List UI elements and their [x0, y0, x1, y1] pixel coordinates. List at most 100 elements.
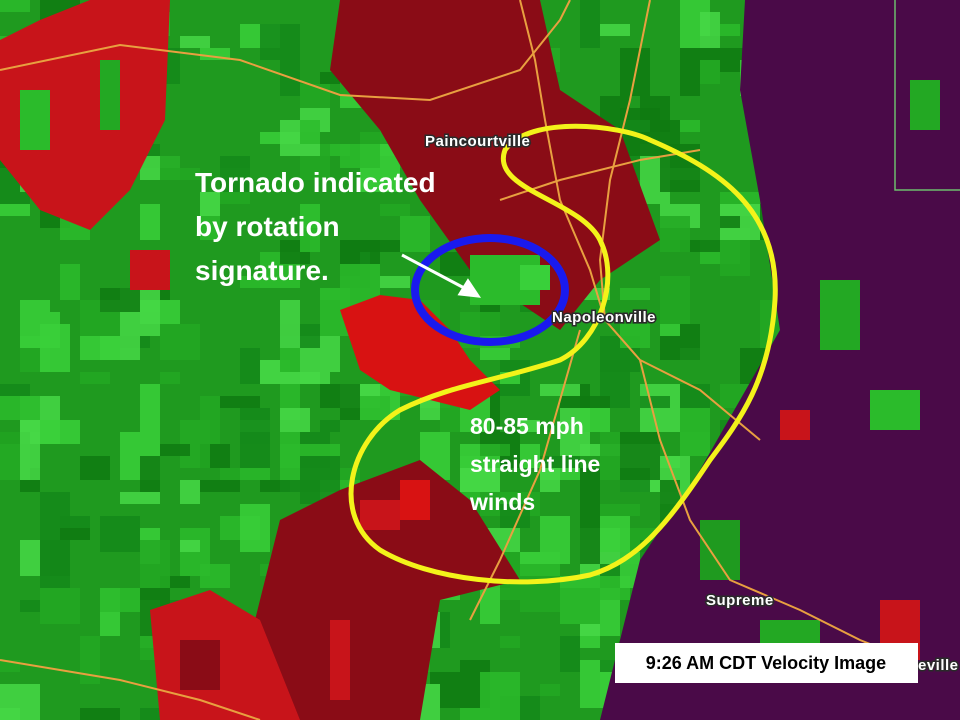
- radar-cell: [680, 120, 700, 132]
- radar-cell: [280, 480, 320, 492]
- radar-cell: [320, 384, 360, 408]
- radar-cell: [280, 372, 320, 384]
- rotation-circle: [411, 234, 569, 346]
- inbound-region: [330, 0, 660, 330]
- radar-cell: [700, 60, 720, 84]
- radar-cell: [580, 624, 600, 636]
- radar-cell: [20, 432, 40, 480]
- boundary: [894, 0, 960, 191]
- radar-cell: [80, 372, 110, 384]
- radar-cell: [140, 540, 170, 588]
- caption: 9:26 AM CDT Velocity Image: [646, 653, 886, 673]
- radar-cell: [500, 636, 520, 648]
- radar-cell: [160, 444, 190, 456]
- place-label: Napoleonville: [552, 309, 656, 326]
- road: [519, 0, 761, 441]
- radar-cell: [870, 390, 920, 430]
- radar-cell: [280, 408, 310, 432]
- radar-cell: [520, 444, 540, 468]
- radar-cell: [540, 456, 580, 468]
- radar-cell: [300, 120, 320, 144]
- radar-cell: [20, 300, 50, 312]
- place-label: Paincourtville: [425, 133, 530, 150]
- radar-cell: [160, 372, 180, 384]
- radar-cell: [180, 36, 210, 48]
- inbound-region: [340, 295, 500, 410]
- radar-cell: [720, 216, 740, 228]
- radar-cell: [300, 84, 330, 108]
- radar-cell: [140, 456, 160, 492]
- inbound-region: [210, 460, 520, 720]
- radar-cell: [480, 444, 510, 456]
- road: [0, 0, 571, 102]
- road: [639, 359, 911, 661]
- annotation: 80-85 mph: [470, 413, 584, 439]
- radar-cell: [620, 120, 650, 132]
- radar-cell: [140, 384, 160, 432]
- annotation: by rotation: [195, 211, 340, 242]
- radar-cell: [80, 636, 100, 684]
- radar-cell: [0, 384, 30, 396]
- radar-cell: [180, 480, 200, 504]
- radar-cell: [660, 324, 680, 336]
- radar-cell: [580, 516, 600, 564]
- radar-cell: [780, 410, 810, 440]
- radar-cell: [40, 588, 80, 624]
- radar-cell: [200, 564, 230, 588]
- radar-cell: [820, 280, 860, 350]
- radar-cell: [240, 348, 260, 384]
- radar-cell: [520, 552, 540, 564]
- radar-cell: [560, 576, 600, 624]
- radar-cell: [240, 504, 270, 552]
- inbound-region: [0, 0, 170, 230]
- radar-cell: [380, 204, 410, 216]
- radar-cell: [460, 708, 480, 720]
- radar-cell: [220, 156, 250, 192]
- road: [0, 659, 261, 720]
- radar-cell: [280, 444, 300, 468]
- annotation: Tornado indicated: [195, 167, 436, 198]
- radar-cell: [100, 60, 120, 130]
- radar-cell: [330, 620, 350, 700]
- radar-cell: [680, 408, 710, 456]
- radar-cell: [80, 336, 120, 360]
- radar-cell: [580, 468, 600, 516]
- radar-cell: [480, 348, 510, 360]
- radar-cell: [460, 468, 500, 492]
- radar-cell: [400, 216, 430, 252]
- radar-cell: [360, 240, 400, 252]
- radar-cell: [160, 168, 200, 180]
- radar-cell: [520, 265, 550, 290]
- radar-cell: [240, 468, 270, 480]
- arrow: [401, 253, 482, 298]
- radar-cell: [540, 468, 560, 492]
- radar-cell: [40, 420, 80, 444]
- radar-cell: [0, 684, 40, 720]
- radar-cell: [280, 300, 300, 348]
- place-label: eville: [918, 657, 959, 674]
- radar-cell: [0, 0, 30, 12]
- radar-cell: [100, 516, 140, 552]
- radar-cell: [80, 708, 120, 720]
- radar-cell: [100, 588, 140, 612]
- radar-cell: [600, 360, 630, 384]
- radar-cell: [600, 24, 630, 36]
- wind-outline: [348, 123, 778, 585]
- radar-cell: [360, 500, 400, 530]
- radar-cell: [640, 396, 670, 408]
- place-label: Supreme: [706, 592, 774, 609]
- radar-cell: [60, 528, 90, 540]
- radar-cell: [260, 24, 300, 60]
- radar-cell: [300, 204, 320, 252]
- radar-cell: [80, 456, 110, 480]
- radar-cell: [340, 144, 380, 168]
- radar-cell: [380, 276, 410, 288]
- radar-cell: [320, 420, 340, 432]
- radar-cell: [700, 520, 740, 580]
- radar-cell: [620, 432, 660, 480]
- radar-cell: [120, 492, 160, 504]
- radar-cell: [100, 288, 140, 312]
- radar-cell: [440, 684, 460, 708]
